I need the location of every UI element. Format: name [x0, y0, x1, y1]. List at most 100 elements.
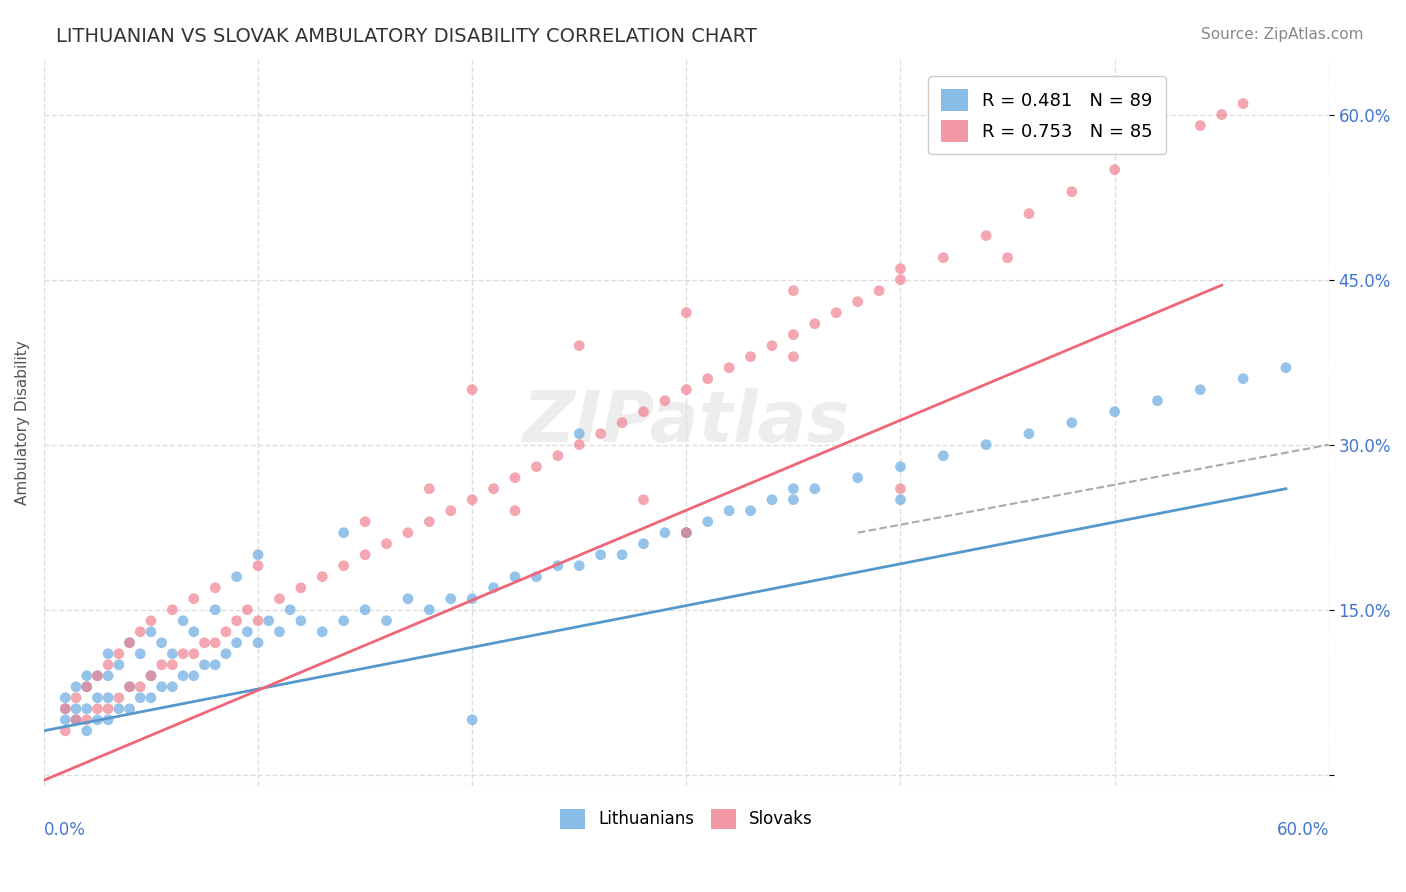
Point: [354, 603, 377, 617]
Point: [162, 603, 184, 617]
Point: [482, 482, 505, 496]
Point: [889, 261, 911, 276]
Point: [718, 504, 741, 518]
Point: [461, 383, 484, 397]
Point: [782, 350, 804, 364]
Point: [675, 306, 697, 320]
Point: [215, 647, 238, 661]
Point: [108, 690, 131, 705]
Point: [118, 636, 141, 650]
Point: [108, 702, 131, 716]
Point: [418, 515, 440, 529]
Point: [1275, 360, 1298, 375]
Point: [86, 690, 108, 705]
Point: [53, 702, 76, 716]
Point: [118, 636, 141, 650]
Point: [889, 273, 911, 287]
Point: [1189, 383, 1212, 397]
Text: ZIPatlas: ZIPatlas: [523, 388, 851, 458]
Point: [247, 548, 270, 562]
Point: [589, 548, 612, 562]
Point: [332, 558, 354, 573]
Point: [503, 471, 526, 485]
Text: LITHUANIAN VS SLOVAK AMBULATORY DISABILITY CORRELATION CHART: LITHUANIAN VS SLOVAK AMBULATORY DISABILI…: [56, 27, 756, 45]
Point: [118, 702, 141, 716]
Point: [108, 647, 131, 661]
Point: [568, 426, 591, 441]
Point: [204, 603, 226, 617]
Point: [418, 603, 440, 617]
Point: [225, 636, 247, 650]
Point: [311, 624, 333, 639]
Point: [1060, 185, 1083, 199]
Point: [825, 306, 848, 320]
Point: [97, 647, 120, 661]
Point: [440, 591, 463, 606]
Point: [53, 713, 76, 727]
Point: [1104, 405, 1126, 419]
Point: [610, 548, 633, 562]
Point: [193, 657, 215, 672]
Point: [236, 603, 259, 617]
Point: [204, 657, 226, 672]
Point: [139, 614, 162, 628]
Point: [932, 449, 955, 463]
Point: [150, 680, 173, 694]
Point: [654, 393, 676, 408]
Point: [332, 525, 354, 540]
Point: [247, 636, 270, 650]
Point: [129, 680, 152, 694]
Point: [718, 360, 741, 375]
Point: [65, 713, 87, 727]
Point: [172, 647, 194, 661]
Point: [675, 525, 697, 540]
Point: [1104, 107, 1126, 121]
Point: [1104, 162, 1126, 177]
Point: [172, 669, 194, 683]
Point: [225, 614, 247, 628]
Point: [568, 339, 591, 353]
Point: [150, 657, 173, 672]
Point: [162, 657, 184, 672]
Point: [675, 525, 697, 540]
Point: [1146, 393, 1168, 408]
Point: [183, 669, 205, 683]
Point: [654, 525, 676, 540]
Point: [139, 690, 162, 705]
Point: [236, 624, 259, 639]
Point: [65, 702, 87, 716]
Point: [1189, 119, 1212, 133]
Point: [172, 614, 194, 628]
Point: [675, 383, 697, 397]
Point: [53, 723, 76, 738]
Point: [782, 327, 804, 342]
Point: [740, 504, 762, 518]
Point: [86, 669, 108, 683]
Point: [257, 614, 280, 628]
Point: [86, 713, 108, 727]
Point: [183, 624, 205, 639]
Text: 0.0%: 0.0%: [44, 822, 86, 839]
Point: [696, 372, 718, 386]
Point: [193, 636, 215, 650]
Point: [846, 471, 869, 485]
Point: [215, 624, 238, 639]
Point: [804, 482, 827, 496]
Point: [183, 591, 205, 606]
Point: [76, 723, 98, 738]
Point: [118, 680, 141, 694]
Point: [183, 647, 205, 661]
Point: [204, 581, 226, 595]
Point: [129, 690, 152, 705]
Point: [610, 416, 633, 430]
Point: [782, 492, 804, 507]
Point: [375, 614, 398, 628]
Point: [139, 669, 162, 683]
Point: [782, 482, 804, 496]
Point: [247, 614, 270, 628]
Point: [633, 537, 655, 551]
Point: [997, 251, 1019, 265]
Point: [162, 680, 184, 694]
Point: [247, 558, 270, 573]
Text: Source: ZipAtlas.com: Source: ZipAtlas.com: [1201, 27, 1364, 42]
